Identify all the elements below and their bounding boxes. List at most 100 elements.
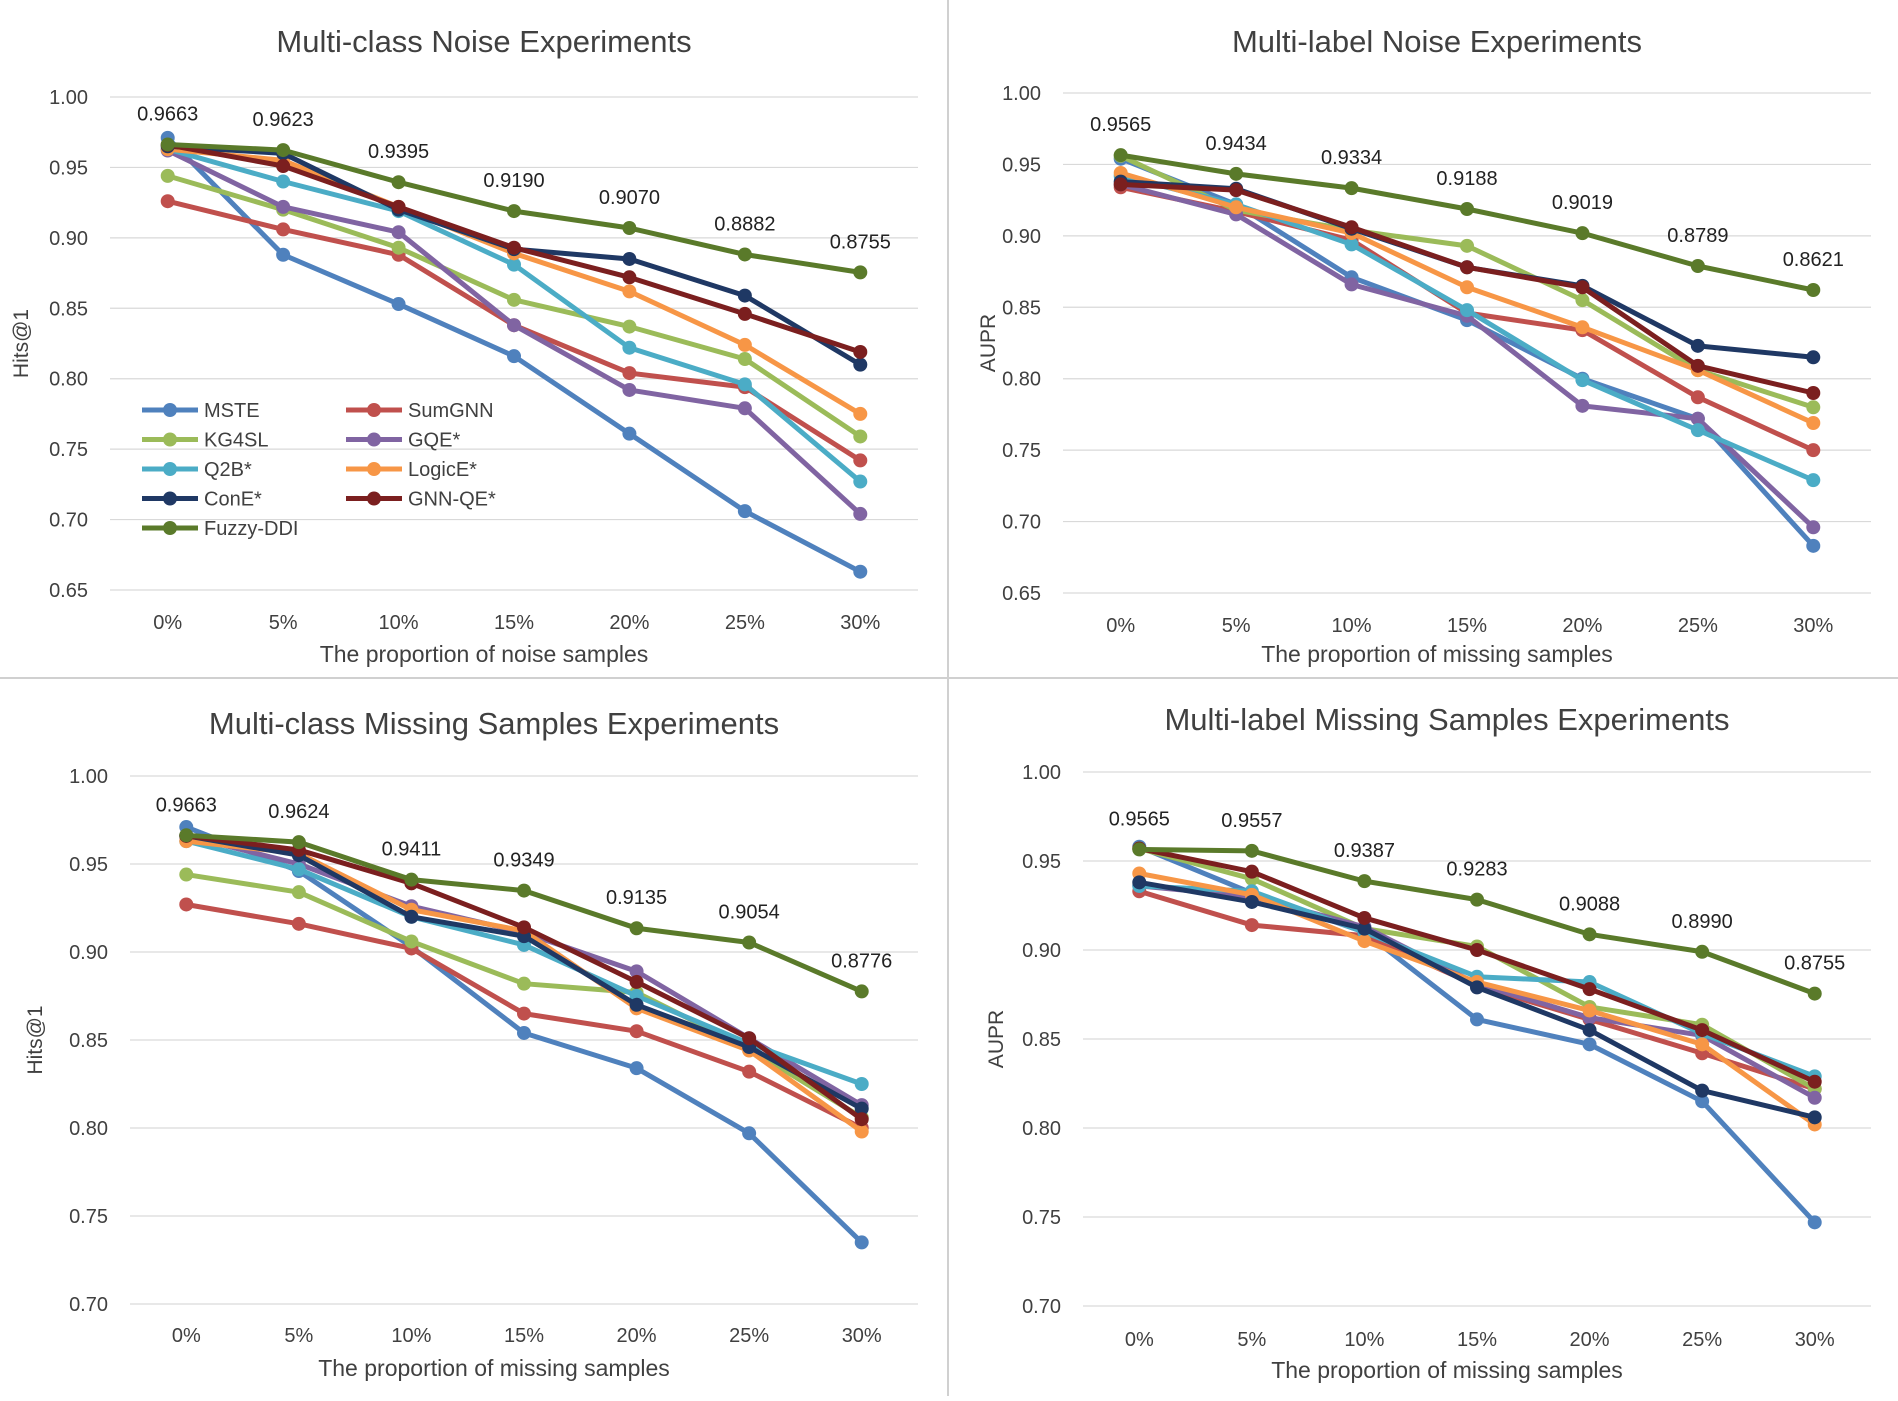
data-point-cone [853, 357, 868, 372]
data-point-gnn-qe [276, 159, 291, 174]
data-point-q2b [291, 862, 306, 877]
data-label: 0.9088 [1559, 893, 1620, 915]
y-axis-label: AUPR [985, 1010, 1008, 1068]
y-tick-label: 0.65 [1002, 583, 1041, 605]
legend-marker-gnn-qe [367, 491, 381, 506]
y-tick-label: 0.95 [49, 157, 88, 179]
y-tick-label: 0.70 [1002, 512, 1041, 534]
data-point-mste [391, 297, 406, 312]
data-point-kg4sl [853, 429, 868, 444]
series-line-gqe [183, 833, 865, 1108]
legend-marker-kg4sl [163, 432, 177, 447]
data-point-cone [737, 288, 752, 303]
y-axis-label: AUPR [977, 314, 1000, 372]
x-tick-label: 10% [1344, 1329, 1384, 1351]
x-tick-label: 10% [391, 1325, 431, 1347]
y-tick-label: 0.75 [1022, 1207, 1061, 1229]
data-point-logice [1229, 200, 1244, 215]
data-label: 0.9565 [1090, 114, 1151, 136]
chart-title: Multi-label Noise Experiments [1232, 24, 1642, 59]
y-tick-label: 0.95 [1022, 851, 1061, 873]
data-label: 0.9019 [1552, 192, 1613, 214]
y-tick-label: 0.85 [49, 298, 88, 320]
data-point-q2b [622, 340, 637, 355]
data-point-logice [1695, 1037, 1710, 1052]
data-label: 0.9663 [156, 794, 217, 816]
data-point-q2b [737, 377, 752, 392]
data-point-cone [1806, 350, 1821, 365]
data-label: 0.8789 [1667, 225, 1728, 247]
data-label: 0.9188 [1436, 168, 1497, 190]
x-axis-label: The proportion of missing samples [1261, 641, 1613, 667]
x-tick-label: 20% [609, 612, 649, 634]
data-point-fuzzy-ddi [1470, 892, 1484, 907]
y-tick-label: 1.00 [69, 766, 108, 788]
series-line-mste [1118, 156, 1816, 549]
data-point-sumgnn [853, 453, 868, 468]
x-tick-label: 25% [1682, 1329, 1722, 1351]
x-axis-label: The proportion of missing samples [318, 1355, 670, 1381]
y-tick-label: 1.00 [1002, 83, 1041, 105]
data-point-kg4sl [404, 934, 419, 949]
data-label: 0.9334 [1321, 147, 1382, 169]
data-point-mste [854, 1235, 869, 1250]
data-point-logice [1806, 416, 1821, 430]
data-point-cone [854, 1101, 869, 1116]
data-point-mste [622, 426, 637, 441]
data-point-sumgnn [276, 222, 291, 237]
y-tick-label: 0.80 [1022, 1118, 1061, 1140]
y-tick-label: 0.90 [1022, 940, 1061, 962]
data-point-sumgnn [517, 1006, 531, 1021]
legend-label: KG4SL [204, 430, 268, 452]
data-label: 0.9135 [606, 887, 667, 909]
chart-title: Multi-class Missing Samples Experiments [209, 706, 779, 741]
legend-label: GNN-QE* [408, 489, 496, 511]
data-point-cone [1357, 921, 1372, 936]
data-label: 0.9411 [382, 839, 442, 861]
data-point-mste [1807, 1215, 1822, 1230]
x-tick-label: 25% [1678, 615, 1718, 637]
data-point-q2b [1806, 473, 1821, 488]
data-label: 0.9395 [368, 141, 429, 163]
data-point-mste [1806, 538, 1821, 553]
data-point-gqe [507, 318, 521, 333]
data-point-gnn-qe [1470, 943, 1484, 957]
legend-marker-sumgnn [367, 403, 381, 417]
data-point-sumgnn [1244, 918, 1259, 933]
data-point-cone [1582, 1023, 1597, 1038]
data-point-fuzzy-ddi [160, 137, 175, 152]
x-tick-label: 25% [725, 612, 765, 634]
legend-marker-q2b [163, 462, 177, 476]
data-point-fuzzy-ddi [1807, 986, 1822, 1001]
data-point-logice [854, 1124, 869, 1139]
y-tick-label: 0.80 [49, 369, 88, 391]
data-point-gqe [1690, 411, 1705, 426]
data-point-q2b [1460, 303, 1474, 318]
chart-svg: Multi-class Missing Samples Experiments 0… [24, 706, 918, 1381]
legend-marker-cone [163, 491, 177, 506]
data-point-gqe [1344, 277, 1359, 292]
y-tick-label: 0.95 [69, 854, 108, 876]
chart-svg: Multi-label Noise Experiments 0.65 0.70 0.7… [977, 24, 1871, 667]
data-point-gnn-qe [853, 344, 868, 359]
data-point-cone [629, 997, 644, 1012]
data-point-gqe [1575, 398, 1590, 413]
x-tick-label: 15% [494, 612, 534, 634]
data-label: 0.9623 [253, 109, 314, 131]
data-point-fuzzy-ddi [507, 204, 521, 219]
x-tick-label: 5% [284, 1325, 313, 1347]
x-tick-label: 10% [1332, 615, 1372, 637]
data-point-fuzzy-ddi [1113, 148, 1128, 163]
data-point-fuzzy-ddi [291, 835, 306, 850]
data-point-fuzzy-ddi [517, 883, 531, 898]
x-tick-label: 0% [172, 1325, 201, 1347]
data-point-mste [853, 564, 868, 579]
data-point-fuzzy-ddi [1357, 874, 1372, 889]
data-label: 0.9349 [493, 850, 554, 872]
x-axis-label: The proportion of noise samples [320, 641, 649, 667]
x-axis-label: The proportion of missing samples [1271, 1357, 1623, 1383]
data-label: 0.8755 [1784, 953, 1845, 975]
x-tick-label: 5% [269, 612, 298, 634]
data-point-gnn-qe [742, 1031, 757, 1046]
data-point-gqe [622, 382, 637, 397]
